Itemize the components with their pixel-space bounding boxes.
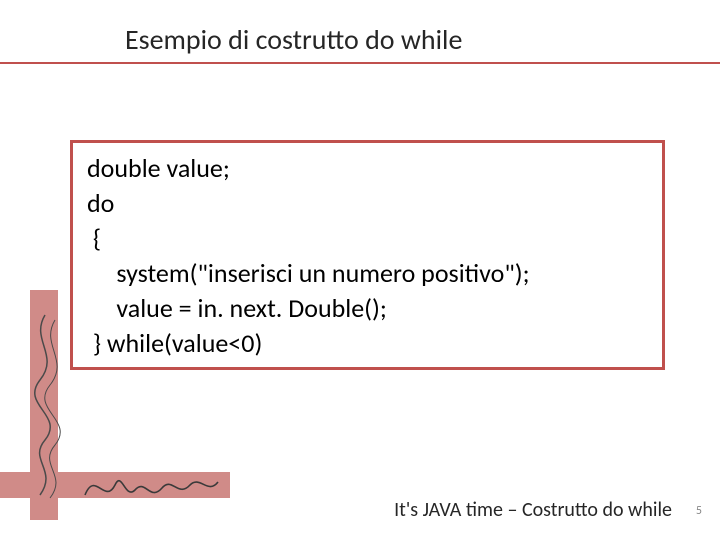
code-line: } while(value<0) bbox=[87, 326, 648, 361]
code-line: system("inserisci un numero positivo"); bbox=[87, 256, 648, 291]
code-box: double value; do { system("inserisci un … bbox=[70, 140, 665, 370]
decorative-horizontal-bar bbox=[0, 472, 230, 498]
page-number: 5 bbox=[696, 504, 702, 518]
code-line: { bbox=[87, 221, 648, 256]
title-underline bbox=[0, 62, 720, 64]
slide-title: Esempio di costrutto do while bbox=[125, 22, 462, 57]
footer-text: It's JAVA time – Costrutto do while bbox=[394, 498, 672, 522]
code-line: value = in. next. Double(); bbox=[87, 291, 648, 326]
code-line: do bbox=[87, 186, 648, 221]
code-line: double value; bbox=[87, 151, 648, 186]
